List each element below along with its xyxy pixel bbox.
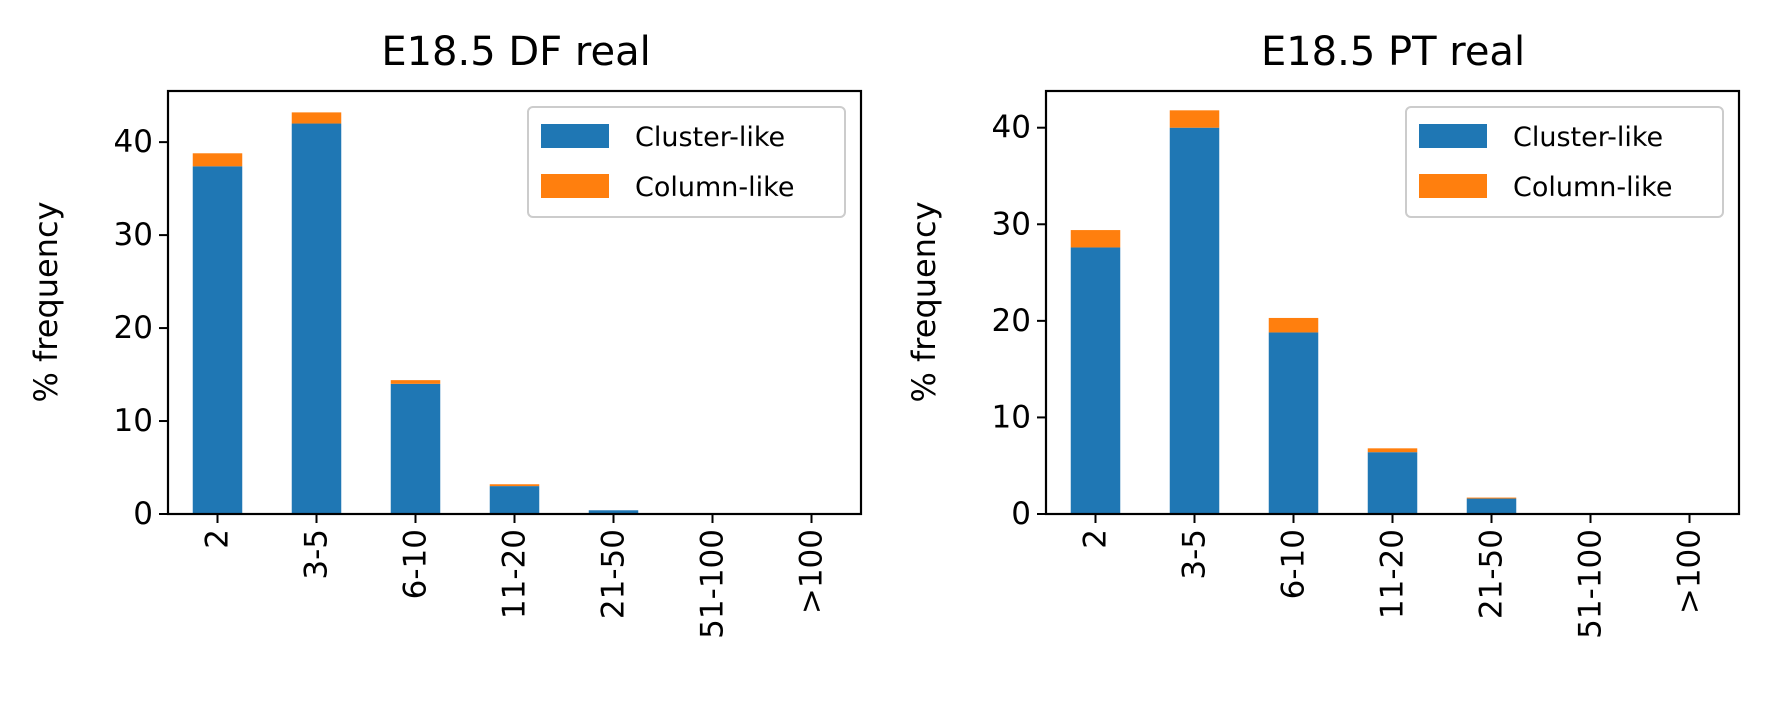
- bar-column-like-2: [1070, 230, 1121, 248]
- x-tick-label: 11-20: [497, 529, 533, 619]
- x-tick-label: 11-20: [1375, 529, 1411, 619]
- legend: Cluster-like Column-like: [527, 106, 846, 218]
- y-axis-ticks: 0 10 20 30 40: [114, 124, 168, 532]
- chart-title: E18.5 PT real: [1261, 29, 1525, 75]
- bar-cluster-like-6-10: [1268, 332, 1319, 514]
- bar-column-like-3-5: [291, 112, 342, 124]
- y-tick-label: 40: [992, 110, 1031, 146]
- bar-cluster-like-3-5: [1169, 127, 1220, 514]
- x-tick-label: 3-5: [1177, 529, 1213, 580]
- y-tick-label: 20: [992, 303, 1031, 339]
- x-tick-label: >100: [1672, 529, 1708, 614]
- x-axis-ticks: 2 3-5 6-10 11-20 21-50 51-100 >100: [1078, 514, 1708, 639]
- y-axis-ticks: 0 10 20 30 40: [992, 110, 1046, 532]
- legend: Cluster-like Column-like: [1405, 106, 1724, 218]
- x-tick-label: 6-10: [398, 529, 434, 599]
- y-tick-label: 10: [114, 403, 153, 439]
- bar-cluster-like-11-20: [489, 486, 540, 514]
- y-axis-label: % frequency: [27, 201, 65, 402]
- x-axis-ticks: 2 3-5 6-10 11-20 21-50 51-100 >100: [200, 514, 830, 639]
- chart-panel-df: E18.5 DF real % frequency 0 10 20 30 40 2 3-5…: [27, 29, 863, 639]
- legend-swatch-column-like: [1419, 174, 1487, 198]
- bar-cluster-like-21-50: [588, 510, 639, 514]
- x-tick-label: >100: [794, 529, 830, 614]
- bar-cluster-like-11-20: [1367, 452, 1418, 514]
- x-tick-label: 51-100: [695, 529, 731, 639]
- bars: [192, 112, 639, 515]
- y-tick-label: 40: [114, 124, 153, 160]
- legend-label-column-like: Column-like: [635, 172, 794, 203]
- y-tick-label: 0: [1011, 496, 1031, 532]
- bars: [1070, 110, 1517, 514]
- legend-swatch-cluster-like: [1419, 124, 1487, 148]
- plot-frame: [1044, 89, 1741, 516]
- legend-swatch-cluster-like: [541, 124, 609, 148]
- y-tick-label: 20: [114, 310, 153, 346]
- x-tick-label: 21-50: [1474, 529, 1510, 619]
- x-tick-label: 6-10: [1276, 529, 1312, 599]
- legend-label-cluster-like: Cluster-like: [635, 122, 785, 153]
- chart-panel-pt: E18.5 PT real % frequency 0 10 20 30 40 2 3-5…: [905, 29, 1741, 639]
- plot-frame: [166, 89, 863, 516]
- y-tick-label: 30: [992, 206, 1031, 242]
- legend-label-column-like: Column-like: [1513, 172, 1672, 203]
- chart-title: E18.5 DF real: [381, 29, 650, 75]
- x-tick-label: 2: [1078, 529, 1114, 549]
- y-axis-label: % frequency: [905, 201, 943, 402]
- bar-cluster-like-2: [1070, 247, 1121, 514]
- bar-column-like-11-20: [489, 484, 540, 487]
- x-tick-label: 21-50: [596, 529, 632, 619]
- legend-swatch-column-like: [541, 174, 609, 198]
- y-tick-label: 30: [114, 217, 153, 253]
- x-tick-label: 51-100: [1573, 529, 1609, 639]
- bar-column-like-11-20: [1367, 448, 1418, 453]
- y-tick-label: 10: [992, 399, 1031, 435]
- bar-cluster-like-3-5: [291, 123, 342, 514]
- bar-column-like-2: [192, 153, 243, 167]
- bar-cluster-like-2: [192, 166, 243, 515]
- bar-cluster-like-6-10: [390, 383, 441, 514]
- bar-column-like-6-10: [1268, 317, 1319, 333]
- x-tick-label: 2: [200, 529, 236, 549]
- bar-cluster-like-21-50: [1466, 498, 1517, 514]
- x-tick-label: 3-5: [299, 529, 335, 580]
- y-tick-label: 0: [133, 496, 153, 532]
- bar-column-like-6-10: [390, 380, 441, 384]
- legend-label-cluster-like: Cluster-like: [1513, 122, 1663, 153]
- bar-column-like-21-50: [1466, 497, 1517, 499]
- bar-column-like-3-5: [1169, 110, 1220, 128]
